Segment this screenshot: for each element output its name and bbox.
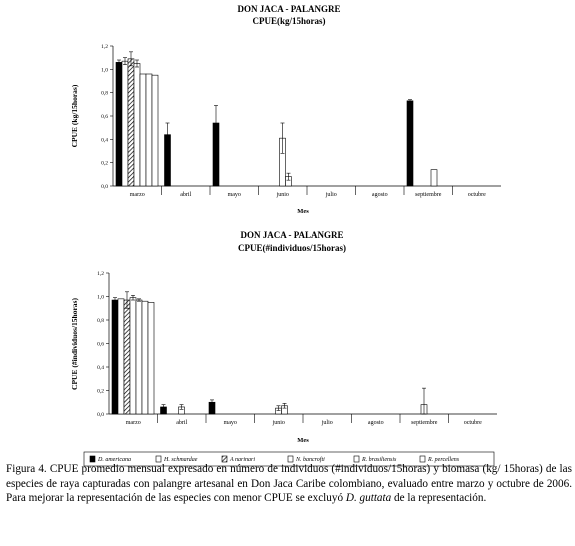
- y-tick-label: 0,4: [97, 365, 104, 371]
- y-tick-label: 0,6: [101, 114, 108, 120]
- chart1-subtitle: CPUE(kg/15horas): [252, 16, 325, 26]
- legend-swatch: [287, 455, 294, 463]
- x-tick-label: marzo: [126, 420, 141, 426]
- legend-swatch: [155, 455, 162, 463]
- x-tick-label: julio: [321, 420, 333, 426]
- chart2-xlabel: Mes: [297, 437, 309, 444]
- x-tick-label: octubre: [468, 192, 486, 198]
- legend-label: H. schmardae: [163, 457, 198, 463]
- y-tick-label: 0,0: [101, 184, 108, 190]
- legend-label: A narinari: [229, 457, 255, 463]
- bar: [141, 300, 149, 415]
- chart2-title: DON JACA - PALANGRE: [240, 230, 343, 240]
- bar: [147, 302, 155, 415]
- bar: [133, 63, 141, 187]
- chart1-plot: 0,0 0,2 0,4 0,6 0,8 1,0 1,2 marzo abril mayo junio…: [101, 44, 501, 198]
- y-tick-label: 1,2: [101, 44, 108, 50]
- y-tick-label: 0,2: [97, 389, 104, 395]
- bar: [127, 58, 135, 187]
- legend-label: R. percellens: [427, 457, 460, 463]
- x-tick-label: mayo: [228, 192, 241, 198]
- legend: D. americana H. schmardae A narinari N. ban…: [89, 455, 460, 463]
- legend-label: N. bancrofti: [295, 456, 325, 463]
- chart2-ylabel: CPUE (#individuos/15horas): [70, 298, 79, 390]
- bar: [111, 299, 119, 415]
- x-tick-label: octubre: [464, 420, 482, 426]
- y-tick-label: 1,2: [97, 271, 104, 277]
- legend-swatch: [89, 455, 96, 463]
- y-tick-label: 0,2: [101, 161, 108, 167]
- x-tick-label: abril: [176, 420, 187, 426]
- caption-end: de la representación.: [391, 492, 487, 505]
- y-tick-label: 0,4: [101, 137, 108, 143]
- bar: [139, 73, 147, 187]
- legend-swatch: [419, 455, 426, 463]
- bar: [430, 169, 438, 187]
- chart2-plot: 0,0 0,2 0,4 0,6 0,8 1,0 1,2 marzo abril mayo junio…: [97, 271, 497, 426]
- figure-caption: Figura 4. CPUE promedio mensual expresad…: [6, 462, 572, 506]
- chart1-ylabel: CPUE (kg/15horas): [70, 84, 79, 147]
- legend-swatch: [353, 455, 360, 463]
- bar: [121, 60, 129, 187]
- x-tick-label: agosto: [368, 420, 384, 426]
- x-tick-label: septiembre: [415, 192, 442, 198]
- bar: [145, 73, 153, 187]
- y-tick-label: 1,0: [101, 67, 108, 73]
- x-tick-label: abril: [180, 192, 191, 198]
- y-tick-label: 0,8: [101, 91, 108, 97]
- bar: [123, 299, 131, 415]
- chart2-subtitle: CPUE(#individuos/15horas): [238, 243, 346, 253]
- y-tick-label: 0,6: [97, 342, 104, 348]
- chart1-title: DON JACA - PALANGRE: [237, 4, 340, 14]
- caption-main: Figura 4. CPUE promedio mensual expresad…: [6, 463, 572, 505]
- x-tick-label: junio: [272, 420, 285, 426]
- bar: [115, 62, 123, 187]
- x-tick-label: marzo: [130, 192, 145, 198]
- legend-swatch: [221, 455, 228, 463]
- y-tick-label: 0,8: [97, 318, 104, 324]
- chart1-xlabel: Mes: [297, 208, 309, 215]
- y-tick-label: 1,0: [97, 295, 104, 301]
- x-tick-label: septiembre: [411, 420, 438, 426]
- x-tick-label: junio: [276, 192, 289, 198]
- legend-label: D. americana: [97, 457, 131, 463]
- bar: [406, 100, 414, 187]
- x-tick-label: agosto: [372, 192, 388, 198]
- bar: [129, 297, 137, 415]
- x-tick-label: mayo: [224, 420, 237, 426]
- bar: [117, 298, 125, 415]
- bar: [135, 299, 143, 415]
- legend-label: R. brasiliensis: [361, 457, 397, 463]
- x-tick-label: julio: [325, 192, 337, 198]
- bar: [151, 74, 159, 187]
- caption-species: D. guttata: [345, 492, 392, 505]
- y-tick-label: 0,0: [97, 412, 104, 418]
